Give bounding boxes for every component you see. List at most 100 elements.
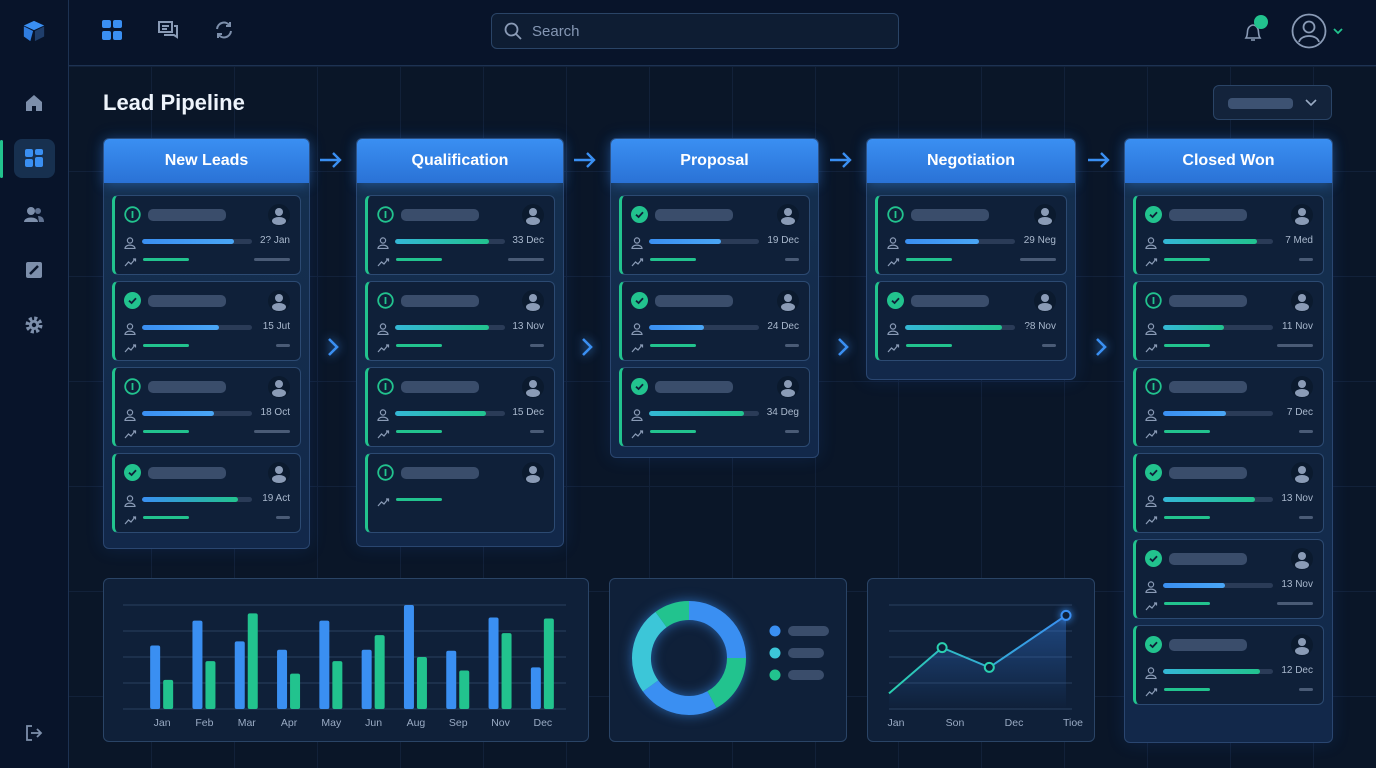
chevron-right-icon[interactable] bbox=[574, 334, 600, 360]
avatar-icon[interactable] bbox=[268, 290, 290, 312]
lead-card[interactable]: 7 Dec bbox=[1133, 367, 1324, 447]
x-tick-label: Mar bbox=[238, 717, 257, 729]
avatar-icon[interactable] bbox=[777, 204, 799, 226]
person-icon bbox=[1145, 580, 1157, 594]
activity-bar bbox=[143, 258, 189, 261]
column-header[interactable]: Proposal bbox=[611, 139, 818, 183]
x-tick-label: Aug bbox=[407, 717, 426, 729]
avatar-icon[interactable] bbox=[777, 376, 799, 398]
avatar-icon[interactable] bbox=[522, 204, 544, 226]
search-box[interactable] bbox=[491, 13, 899, 49]
avatar-icon[interactable] bbox=[1291, 462, 1313, 484]
lead-card[interactable]: 13 Nov bbox=[365, 281, 555, 361]
notifications-button[interactable] bbox=[1241, 15, 1268, 44]
lead-card[interactable]: ?8 Nov bbox=[875, 281, 1067, 361]
lead-card[interactable]: 34 Deg bbox=[619, 367, 810, 447]
avatar-icon[interactable] bbox=[522, 462, 544, 484]
lead-card[interactable]: 33 Dec bbox=[365, 195, 555, 275]
lead-card[interactable]: 2? Jan bbox=[112, 195, 301, 275]
activity-bar bbox=[1164, 602, 1210, 605]
avatar-icon[interactable] bbox=[1291, 204, 1313, 226]
lead-card[interactable]: 19 Dec bbox=[619, 195, 810, 275]
lead-name-placeholder bbox=[1169, 467, 1247, 479]
chat-button[interactable] bbox=[157, 19, 181, 43]
lead-card[interactable] bbox=[365, 453, 555, 533]
chevron-right-icon[interactable] bbox=[830, 334, 856, 360]
gear-icon bbox=[25, 316, 43, 334]
chevron-right-icon[interactable] bbox=[320, 334, 346, 360]
lead-card[interactable]: 15 Dec bbox=[365, 367, 555, 447]
progress-bar bbox=[1163, 325, 1273, 330]
pipeline-column: Proposal 19 Dec 24 Dec 34 Deg bbox=[610, 138, 819, 458]
lead-card[interactable]: 29 Neg bbox=[875, 195, 1067, 275]
activity-bar bbox=[396, 430, 442, 433]
bar bbox=[319, 620, 330, 709]
progress-fill bbox=[649, 325, 704, 330]
lead-card[interactable]: 12 Dec bbox=[1133, 625, 1324, 705]
activity-bar bbox=[1164, 258, 1210, 261]
sidebar-item-edit[interactable] bbox=[22, 258, 46, 282]
home-icon bbox=[26, 95, 42, 111]
avatar-icon[interactable] bbox=[522, 290, 544, 312]
sidebar-item-home[interactable] bbox=[22, 91, 46, 115]
filter-dropdown[interactable] bbox=[1213, 85, 1332, 120]
avatar-icon[interactable] bbox=[1291, 376, 1313, 398]
cube-logo-icon[interactable] bbox=[22, 19, 46, 43]
person-icon bbox=[631, 236, 643, 250]
lead-name-placeholder bbox=[1169, 295, 1247, 307]
person-icon bbox=[124, 322, 136, 336]
lead-card[interactable]: 19 Act bbox=[112, 453, 301, 533]
avatar-icon[interactable] bbox=[268, 462, 290, 484]
bar bbox=[247, 613, 258, 709]
lead-card[interactable]: 18 Oct bbox=[112, 367, 301, 447]
search-icon bbox=[504, 22, 522, 40]
chevron-right-icon[interactable] bbox=[1088, 334, 1114, 360]
bar bbox=[416, 657, 427, 709]
column-header[interactable]: Qualification bbox=[357, 139, 563, 183]
close-date: 11 Nov bbox=[1282, 321, 1313, 332]
check-circle-icon bbox=[1145, 636, 1162, 653]
close-date: 33 Dec bbox=[512, 235, 544, 246]
avatar-icon[interactable] bbox=[1034, 290, 1056, 312]
refresh-button[interactable] bbox=[213, 19, 237, 43]
avatar-icon[interactable] bbox=[1291, 634, 1313, 656]
lead-card[interactable]: 24 Dec bbox=[619, 281, 810, 361]
sidebar-item-users[interactable] bbox=[22, 203, 46, 227]
activity-bar bbox=[1164, 688, 1210, 691]
lead-card[interactable]: 13 Nov bbox=[1133, 453, 1324, 533]
avatar-icon[interactable] bbox=[1291, 548, 1313, 570]
sidebar-item-settings[interactable] bbox=[22, 313, 46, 337]
avatar-icon[interactable] bbox=[268, 204, 290, 226]
logout-button[interactable] bbox=[22, 721, 46, 745]
activity-bar bbox=[1164, 344, 1210, 347]
sidebar-item-dashboard[interactable] bbox=[22, 146, 46, 170]
search-input[interactable] bbox=[532, 22, 872, 40]
avatar-icon[interactable] bbox=[777, 290, 799, 312]
column-header[interactable]: Closed Won bbox=[1125, 139, 1332, 183]
person-icon bbox=[887, 322, 899, 336]
donut-ring bbox=[632, 601, 746, 715]
progress-bar bbox=[142, 239, 252, 244]
progress-fill bbox=[649, 239, 721, 244]
grid-view-button[interactable] bbox=[101, 19, 125, 43]
person-icon bbox=[377, 236, 389, 250]
lead-card[interactable]: 11 Nov bbox=[1133, 281, 1324, 361]
lead-card[interactable]: 7 Med bbox=[1133, 195, 1324, 275]
avatar-icon[interactable] bbox=[522, 376, 544, 398]
user-menu[interactable] bbox=[1291, 13, 1347, 49]
donut-chart bbox=[632, 601, 829, 715]
avatar-icon[interactable] bbox=[268, 376, 290, 398]
bar bbox=[403, 605, 414, 709]
person-icon bbox=[1145, 236, 1157, 250]
progress-bar bbox=[1163, 497, 1273, 502]
progress-fill bbox=[395, 239, 489, 244]
avatar-icon[interactable] bbox=[1034, 204, 1056, 226]
lead-card[interactable]: 13 Nov bbox=[1133, 539, 1324, 619]
close-date: 34 Deg bbox=[766, 407, 799, 418]
column-header[interactable]: New Leads bbox=[104, 139, 309, 183]
lead-card[interactable]: 15 Jut bbox=[112, 281, 301, 361]
column-header[interactable]: Negotiation bbox=[867, 139, 1075, 183]
bar bbox=[446, 650, 457, 709]
x-tick-label: Dec bbox=[1005, 717, 1024, 729]
avatar-icon[interactable] bbox=[1291, 290, 1313, 312]
